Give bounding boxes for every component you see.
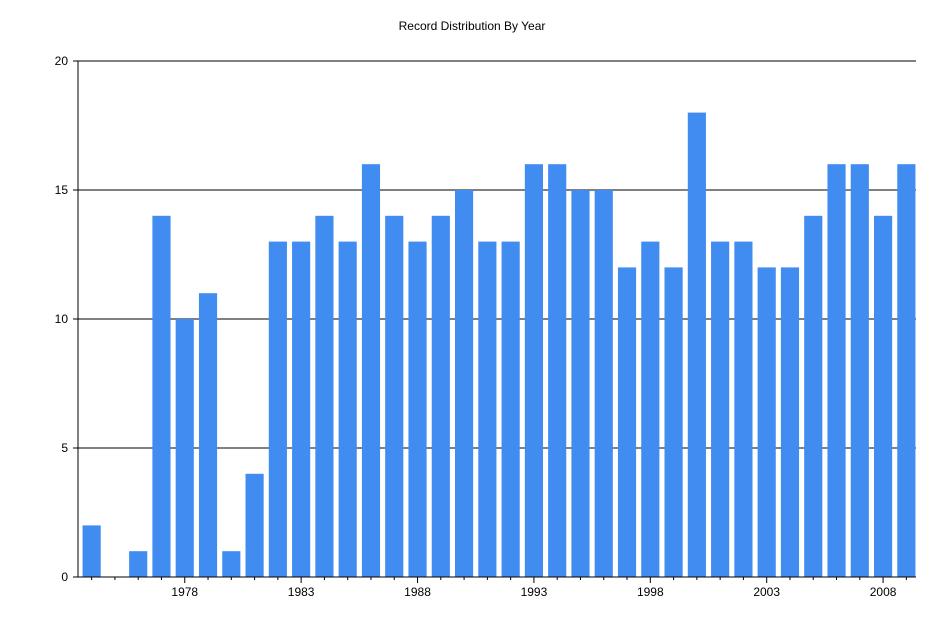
bar <box>338 241 357 577</box>
bar <box>501 241 520 577</box>
bar <box>315 215 334 578</box>
x-tick-label: 1993 <box>521 585 548 599</box>
x-tick-label: 2008 <box>870 585 897 599</box>
y-tick-label: 5 <box>61 441 68 455</box>
bar <box>152 215 171 578</box>
bar <box>82 525 101 577</box>
chart-title: Record Distribution By Year <box>399 19 546 33</box>
bar <box>874 215 893 578</box>
bar <box>687 112 706 577</box>
y-tick-label: 0 <box>61 570 68 584</box>
y-axis-ticks: 0 5 10 15 20 <box>55 54 78 584</box>
bar <box>757 267 776 577</box>
y-tick-label: 15 <box>55 183 69 197</box>
bar <box>734 241 753 577</box>
bar <box>617 267 637 577</box>
bar <box>455 190 474 577</box>
x-tick-label: 1978 <box>171 585 198 599</box>
x-tick-label: 1998 <box>637 585 664 599</box>
x-tick-label: 1983 <box>288 585 315 599</box>
bar <box>850 164 869 577</box>
bar <box>245 473 264 577</box>
bar <box>175 319 194 577</box>
bar <box>524 164 543 577</box>
bar <box>361 164 381 577</box>
bar <box>408 241 427 577</box>
bar <box>478 241 497 577</box>
x-tick-label: 1988 <box>404 585 431 599</box>
y-tick-label: 10 <box>55 312 69 326</box>
bar <box>827 164 846 577</box>
bar <box>292 241 311 577</box>
bar <box>571 190 590 577</box>
x-tick-label: 2003 <box>753 585 780 599</box>
bar <box>780 267 800 577</box>
gridlines <box>78 60 916 449</box>
bar <box>385 215 404 578</box>
bar <box>129 551 148 577</box>
bar <box>804 215 823 578</box>
bars <box>82 112 916 578</box>
bar <box>431 215 450 578</box>
bar <box>641 241 660 577</box>
bar <box>222 551 241 577</box>
bar <box>711 241 730 577</box>
bar <box>268 241 287 577</box>
bar <box>897 164 916 577</box>
bar <box>198 293 218 577</box>
y-tick-label: 20 <box>55 54 69 68</box>
bar <box>548 164 567 577</box>
bar <box>664 267 683 577</box>
bar <box>594 190 613 577</box>
x-axis-ticks: 1978 1983 1988 1993 1998 2003 2008 <box>91 577 907 599</box>
